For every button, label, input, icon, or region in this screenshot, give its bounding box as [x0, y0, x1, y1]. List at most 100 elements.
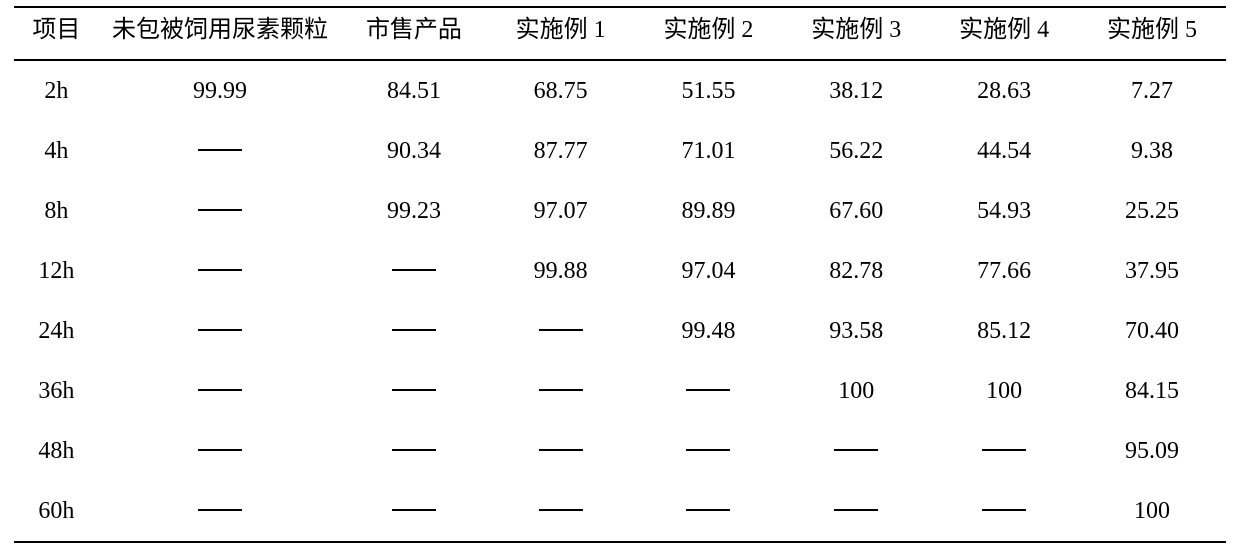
table-cell — [487, 361, 635, 421]
row-label: 2h — [14, 60, 99, 121]
table-cell — [99, 361, 341, 421]
table-row: 48h 95.09 — [14, 421, 1226, 481]
table-cell: 97.07 — [487, 181, 635, 241]
dash-icon — [392, 509, 436, 512]
table-cell: 99.88 — [487, 241, 635, 301]
dash-icon — [539, 389, 583, 392]
table-cell: 84.51 — [341, 60, 486, 121]
table-cell — [99, 421, 341, 481]
table-cell: 87.77 — [487, 121, 635, 181]
table-row: 36h10010084.15 — [14, 361, 1226, 421]
table-cell: 89.89 — [635, 181, 783, 241]
row-label: 60h — [14, 481, 99, 542]
col-header-ex1: 实施例 1 — [487, 7, 635, 60]
dash-icon — [982, 509, 1026, 512]
row-label: 48h — [14, 421, 99, 481]
dash-icon — [392, 329, 436, 332]
table-cell: 71.01 — [635, 121, 783, 181]
dash-icon — [686, 389, 730, 392]
table-row: 8h99.2397.0789.8967.6054.9325.25 — [14, 181, 1226, 241]
dash-icon — [392, 449, 436, 452]
table-cell: 100 — [930, 361, 1078, 421]
dash-icon — [392, 389, 436, 392]
dash-icon — [198, 509, 242, 512]
table-cell: 100 — [782, 361, 930, 421]
dash-icon — [392, 269, 436, 272]
table-cell: 84.15 — [1078, 361, 1226, 421]
table-cell — [930, 421, 1078, 481]
table-cell: 7.27 — [1078, 60, 1226, 121]
row-label: 8h — [14, 181, 99, 241]
table-cell: 28.63 — [930, 60, 1078, 121]
table-cell: 67.60 — [782, 181, 930, 241]
col-header-ex4: 实施例 4 — [930, 7, 1078, 60]
dash-icon — [539, 509, 583, 512]
table-cell: 68.75 — [487, 60, 635, 121]
table-cell: 90.34 — [341, 121, 486, 181]
table-row: 4h 90.3487.7771.0156.2244.549.38 — [14, 121, 1226, 181]
table-cell — [487, 301, 635, 361]
table-cell: 97.04 — [635, 241, 783, 301]
dash-icon — [686, 449, 730, 452]
table-cell — [341, 241, 486, 301]
table-cell — [99, 481, 341, 542]
table-cell: 9.38 — [1078, 121, 1226, 181]
col-header-market: 市售产品 — [341, 7, 486, 60]
col-header-uncoated: 未包被饲用尿素颗粒 — [99, 7, 341, 60]
dash-icon — [539, 449, 583, 452]
dash-icon — [198, 269, 242, 272]
table-cell — [341, 421, 486, 481]
table-row: 12h99.8897.0482.7877.6637.95 — [14, 241, 1226, 301]
dash-icon — [834, 449, 878, 452]
data-table: 项目 未包被饲用尿素颗粒 市售产品 实施例 1 实施例 2 实施例 3 实施例 … — [14, 6, 1226, 543]
table-cell: 37.95 — [1078, 241, 1226, 301]
table-cell: 44.54 — [930, 121, 1078, 181]
dash-icon — [198, 389, 242, 392]
row-label: 4h — [14, 121, 99, 181]
col-header-ex5: 实施例 5 — [1078, 7, 1226, 60]
table-cell: 77.66 — [930, 241, 1078, 301]
table-row: 60h 100 — [14, 481, 1226, 542]
table-cell — [487, 481, 635, 542]
col-header-ex3: 实施例 3 — [782, 7, 930, 60]
table-cell: 54.93 — [930, 181, 1078, 241]
table-cell: 56.22 — [782, 121, 930, 181]
row-label: 12h — [14, 241, 99, 301]
table-cell — [341, 301, 486, 361]
dash-icon — [198, 209, 242, 212]
table-row: 2h99.9984.5168.7551.5538.1228.637.27 — [14, 60, 1226, 121]
table-cell: 100 — [1078, 481, 1226, 542]
table-header-row: 项目 未包被饲用尿素颗粒 市售产品 实施例 1 实施例 2 实施例 3 实施例 … — [14, 7, 1226, 60]
table-cell: 93.58 — [782, 301, 930, 361]
table-cell: 85.12 — [930, 301, 1078, 361]
table-cell — [930, 481, 1078, 542]
dash-icon — [198, 449, 242, 452]
dash-icon — [539, 329, 583, 332]
table-cell — [99, 181, 341, 241]
table-cell: 99.48 — [635, 301, 783, 361]
table-cell — [341, 361, 486, 421]
table-cell — [635, 361, 783, 421]
table-cell — [341, 481, 486, 542]
table-cell — [99, 241, 341, 301]
table-body: 2h99.9984.5168.7551.5538.1228.637.274h 90… — [14, 60, 1226, 542]
col-header-project: 项目 — [14, 7, 99, 60]
table-cell — [99, 121, 341, 181]
table-cell — [782, 421, 930, 481]
table-cell — [782, 481, 930, 542]
row-label: 36h — [14, 361, 99, 421]
row-label: 24h — [14, 301, 99, 361]
table-cell — [635, 421, 783, 481]
dash-icon — [198, 149, 242, 152]
table-container: 项目 未包被饲用尿素颗粒 市售产品 实施例 1 实施例 2 实施例 3 实施例 … — [0, 0, 1240, 550]
dash-icon — [834, 509, 878, 512]
table-cell: 38.12 — [782, 60, 930, 121]
dash-icon — [686, 509, 730, 512]
col-header-ex2: 实施例 2 — [635, 7, 783, 60]
table-cell: 25.25 — [1078, 181, 1226, 241]
dash-icon — [982, 449, 1026, 452]
table-cell — [99, 301, 341, 361]
dash-icon — [198, 329, 242, 332]
table-cell: 51.55 — [635, 60, 783, 121]
table-cell: 95.09 — [1078, 421, 1226, 481]
